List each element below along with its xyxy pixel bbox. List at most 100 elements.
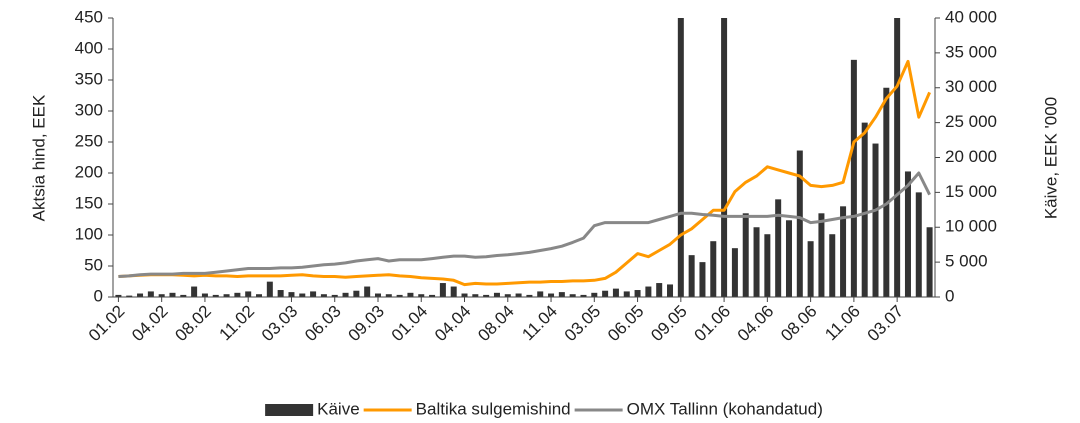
legend-label: OMX Tallinn (kohandatud)	[627, 399, 823, 418]
x-tick-label: 08.04	[474, 302, 518, 346]
y2-tick-label: 35 000	[945, 42, 997, 61]
bar	[461, 293, 468, 297]
x-tick-label: 09.05	[647, 302, 691, 346]
legend-label: Baltika sulgemishind	[416, 399, 571, 418]
x-tick-label: 01.02	[85, 302, 129, 346]
x-tick-label: 11.04	[518, 302, 561, 345]
bar	[320, 294, 327, 297]
bar	[493, 292, 500, 297]
bar	[515, 293, 522, 297]
bar	[191, 286, 198, 297]
bar	[764, 234, 771, 297]
bar	[504, 294, 511, 297]
y2-tick-label: 30 000	[945, 77, 997, 96]
bar	[245, 291, 252, 297]
bar	[785, 220, 792, 297]
x-tick-label: 04.06	[734, 302, 778, 346]
x-tick-label: 08.02	[171, 302, 215, 346]
bar	[580, 294, 587, 297]
legend-swatch	[265, 404, 314, 416]
bar	[407, 292, 414, 297]
y-tick-label: 150	[75, 193, 103, 212]
y2-tick-label: 40 000	[945, 7, 997, 26]
bar	[775, 199, 782, 297]
x-tick-label: 04.04	[431, 302, 475, 346]
bar	[645, 286, 652, 297]
bar	[483, 294, 490, 297]
bar	[331, 294, 338, 297]
bar	[829, 234, 836, 297]
y2-tick-label: 15 000	[945, 182, 997, 201]
y-tick-label: 0	[94, 286, 103, 305]
bar	[861, 122, 868, 297]
bar	[429, 294, 436, 297]
bar	[591, 292, 598, 297]
bar	[526, 294, 533, 297]
bar	[926, 227, 933, 297]
bar	[288, 292, 295, 297]
bar	[688, 255, 695, 297]
bar	[234, 292, 241, 297]
y-tick-label: 350	[75, 69, 103, 88]
bar	[212, 294, 219, 297]
y2-tick-label: 25 000	[945, 112, 997, 131]
bar	[731, 248, 738, 297]
y-tick-label: 250	[75, 131, 103, 150]
bar	[385, 294, 392, 297]
y2-tick-label: 0	[945, 286, 954, 305]
bar	[612, 288, 619, 297]
bar	[558, 292, 565, 297]
bar	[266, 281, 273, 297]
bar	[147, 291, 154, 297]
bar	[677, 18, 684, 297]
bar	[158, 294, 165, 297]
bar	[537, 291, 544, 297]
y-tick-label: 50	[84, 255, 103, 274]
x-tick-label: 11.06	[821, 302, 864, 345]
legend-label: Käive	[317, 399, 360, 418]
bar	[894, 18, 901, 297]
bar	[602, 290, 609, 297]
bar	[180, 294, 187, 297]
y-tick-label: 100	[75, 224, 103, 243]
bar	[721, 18, 728, 297]
bar	[115, 294, 122, 297]
bar	[472, 294, 479, 297]
bar	[796, 150, 803, 297]
bar	[569, 294, 576, 297]
x-tick-label: 09.03	[344, 302, 388, 346]
y2-tick-label: 20 000	[945, 147, 997, 166]
bar	[915, 192, 922, 297]
bar	[753, 227, 760, 297]
bar	[850, 59, 857, 297]
line	[118, 171, 931, 278]
bar	[667, 284, 674, 297]
x-tick-label: 03.05	[561, 302, 605, 346]
y2-tick-label: 10 000	[945, 217, 997, 236]
bar	[310, 291, 317, 297]
bar	[169, 292, 176, 297]
bar	[840, 206, 847, 297]
bar	[418, 294, 425, 297]
y-tick-label: 400	[75, 38, 103, 57]
bar	[699, 262, 706, 297]
bar	[201, 293, 208, 297]
x-tick-label: 11.02	[216, 302, 259, 345]
x-tick-label: 04.02	[128, 302, 172, 346]
x-tick-label: 06.05	[604, 302, 648, 346]
bar	[742, 213, 749, 297]
y-tick-label: 450	[75, 7, 103, 26]
bar	[623, 291, 630, 297]
bar	[807, 241, 814, 297]
bar	[439, 283, 446, 297]
bar	[656, 283, 663, 297]
bar	[364, 286, 371, 297]
y2-tick-label: 5 000	[945, 252, 988, 271]
x-tick-label: 01.06	[691, 302, 735, 346]
bar	[872, 143, 879, 297]
x-tick-label: 06.03	[301, 302, 345, 346]
bar	[396, 294, 403, 297]
bar	[126, 295, 133, 297]
y2-axis-title: Käive, EEK '000	[1041, 97, 1060, 219]
